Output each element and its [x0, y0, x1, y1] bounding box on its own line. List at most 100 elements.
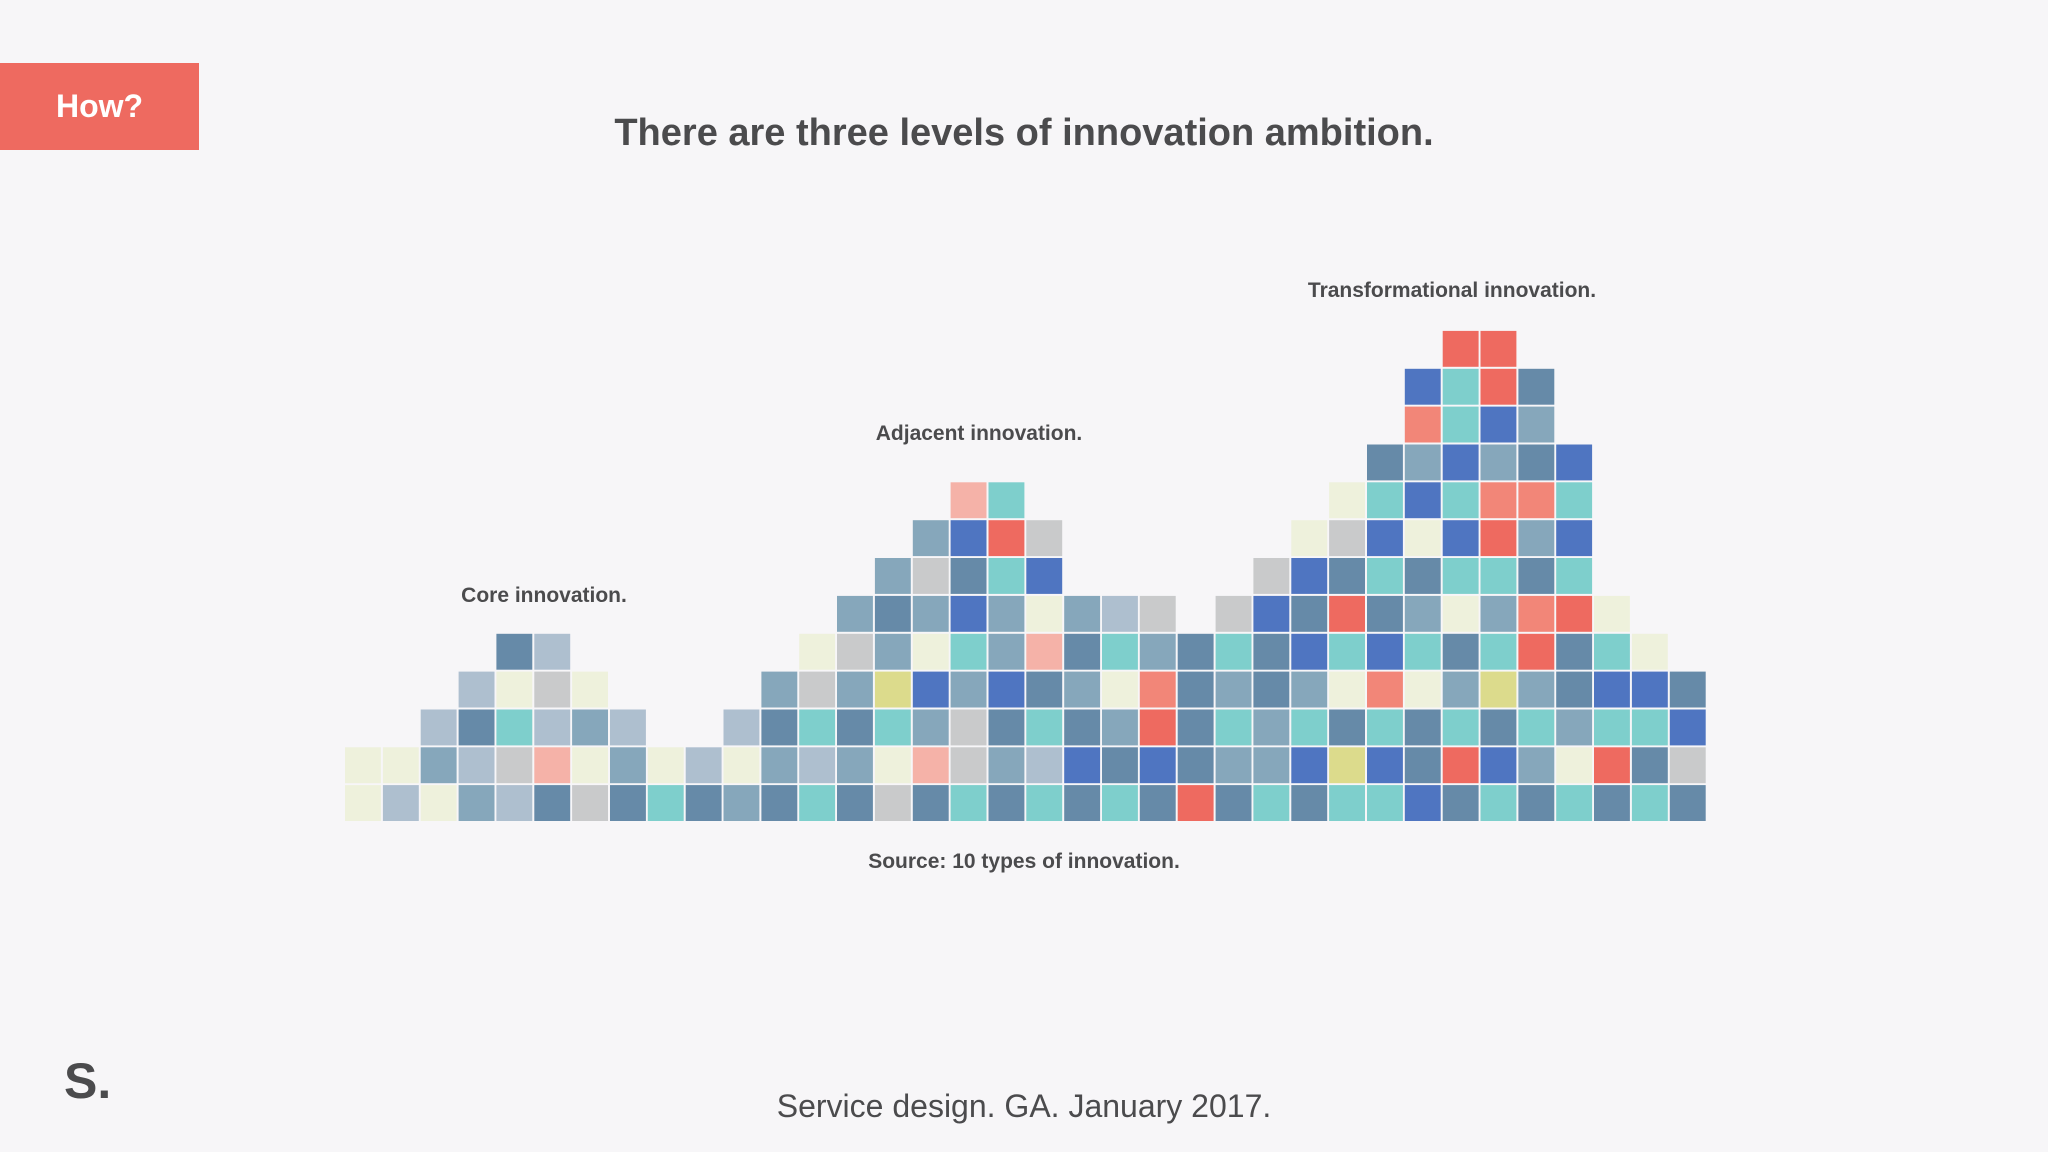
tile-r3-c29: [1442, 671, 1479, 708]
tile-r0-c14: [874, 785, 911, 821]
tile-r0-c28: [1404, 785, 1441, 821]
tile-r9-c30: [1480, 444, 1517, 481]
tile-r1-c3: [458, 747, 495, 784]
tile-r5-c30: [1480, 595, 1517, 632]
tile-r2-c34: [1631, 709, 1668, 746]
tile-r1-c35: [1669, 747, 1706, 784]
tile-r3-c27: [1367, 671, 1403, 708]
tile-r1-c31: [1518, 747, 1555, 784]
tile-r3-c3: [458, 671, 495, 708]
tile-r3-c30: [1480, 671, 1517, 708]
tile-r2-c25: [1291, 709, 1328, 746]
tile-r1-c25: [1291, 747, 1328, 784]
tile-r7-c30: [1480, 520, 1517, 557]
tile-r1-c21: [1139, 747, 1176, 784]
tile-r3-c28: [1404, 671, 1441, 708]
tile-r6-c28: [1404, 558, 1441, 594]
tile-r7-c28: [1404, 520, 1441, 557]
tile-r3-c24: [1253, 671, 1290, 708]
tile-r3-c13: [837, 671, 873, 708]
core-innovation-label: Core innovation.: [461, 584, 627, 607]
tile-r3-c35: [1669, 671, 1706, 708]
tile-r4-c22: [1177, 633, 1214, 670]
tile-r1-c8: [647, 747, 684, 784]
source-note: Source: 10 types of innovation.: [868, 850, 1180, 873]
tile-r0-c10: [723, 785, 760, 821]
tile-r3-c25: [1291, 671, 1328, 708]
tile-r2-c33: [1594, 709, 1630, 746]
tile-r0-c4: [496, 785, 533, 821]
tile-r5-c14: [874, 595, 911, 632]
tile-r1-c19: [1064, 747, 1101, 784]
tile-r1-c6: [572, 747, 608, 784]
tile-r0-c15: [912, 785, 949, 821]
tile-r5-c27: [1367, 595, 1403, 632]
tile-r4-c14: [874, 633, 911, 670]
tile-r1-c29: [1442, 747, 1479, 784]
tile-r2-c22: [1177, 709, 1214, 746]
tile-r1-c5: [534, 747, 571, 784]
tile-r8-c28: [1404, 482, 1441, 519]
tile-r0-c17: [988, 785, 1025, 821]
tile-r3-c22: [1177, 671, 1214, 708]
tile-r1-c16: [950, 747, 987, 784]
tile-r8-c17: [988, 482, 1025, 519]
tile-r2-c32: [1556, 709, 1593, 746]
tile-r0-c21: [1139, 785, 1176, 821]
tile-r3-c17: [988, 671, 1025, 708]
tile-r9-c29: [1442, 444, 1479, 481]
tile-r5-c25: [1291, 595, 1328, 632]
tile-r6-c32: [1556, 558, 1593, 594]
tile-r6-c27: [1367, 558, 1403, 594]
tile-r5-c18: [1026, 595, 1063, 632]
slide-title: There are three levels of innovation amb…: [614, 112, 1434, 154]
tile-r4-c21: [1139, 633, 1176, 670]
tile-r3-c20: [1102, 671, 1138, 708]
tile-r5-c15: [912, 595, 949, 632]
tile-r6-c16: [950, 558, 987, 594]
tile-r3-c34: [1631, 671, 1668, 708]
tile-r8-c27: [1367, 482, 1403, 519]
tile-r12-c29: [1442, 330, 1479, 367]
transformational-innovation-label: Transformational innovation.: [1307, 279, 1597, 302]
tile-r0-c12: [799, 785, 836, 821]
tile-r0-c22: [1177, 785, 1214, 821]
tile-r1-c0: [345, 747, 381, 784]
tile-r3-c33: [1594, 671, 1630, 708]
tile-r1-c9: [685, 747, 722, 784]
tile-r5-c13: [837, 595, 873, 632]
tile-r3-c6: [572, 671, 608, 708]
tile-r0-c7: [610, 785, 646, 821]
tile-r0-c24: [1253, 785, 1290, 821]
tile-r2-c11: [761, 709, 798, 746]
tile-r6-c29: [1442, 558, 1479, 594]
tile-r11-c29: [1442, 368, 1479, 405]
tile-r2-c15: [912, 709, 949, 746]
tile-r2-c4: [496, 709, 533, 746]
tile-r8-c32: [1556, 482, 1593, 519]
tile-r0-c35: [1669, 785, 1706, 821]
tile-r1-c1: [382, 747, 419, 784]
tile-r7-c17: [988, 520, 1025, 557]
tile-r2-c14: [874, 709, 911, 746]
tile-r7-c18: [1026, 520, 1063, 557]
tile-r2-c17: [988, 709, 1025, 746]
tile-r2-c20: [1102, 709, 1138, 746]
tile-r4-c32: [1556, 633, 1593, 670]
tile-r9-c27: [1367, 444, 1403, 481]
tile-r0-c8: [647, 785, 684, 821]
tile-r3-c18: [1026, 671, 1063, 708]
tile-r5-c26: [1329, 595, 1365, 632]
tile-r4-c27: [1367, 633, 1403, 670]
tile-r0-c20: [1102, 785, 1138, 821]
tile-r0-c19: [1064, 785, 1101, 821]
tile-r5-c23: [1215, 595, 1252, 632]
tile-r11-c31: [1518, 368, 1555, 405]
tile-r2-c16: [950, 709, 987, 746]
tile-r6-c14: [874, 558, 911, 594]
tile-r1-c4: [496, 747, 533, 784]
tile-r6-c15: [912, 558, 949, 594]
tile-r6-c17: [988, 558, 1025, 594]
footer-text: Service design. GA. January 2017.: [776, 1088, 1272, 1124]
